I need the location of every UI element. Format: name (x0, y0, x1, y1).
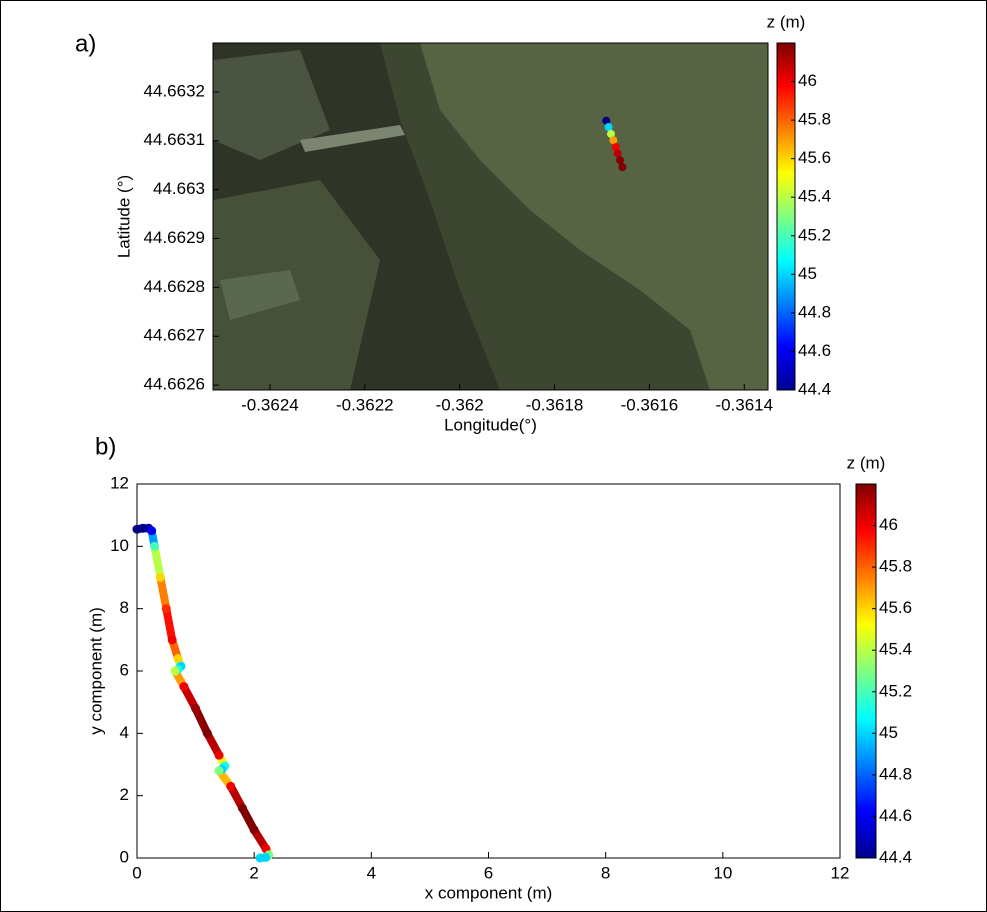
colorbar-label: z (m) (767, 12, 806, 31)
track-segment (156, 573, 171, 613)
colorbar-label: z (m) (847, 453, 886, 472)
y-tick-label: 2 (120, 785, 129, 804)
track-point (618, 163, 627, 172)
track-segment (191, 704, 212, 738)
satellite-image (213, 43, 768, 390)
colorbar-tick-label: 44.4 (879, 847, 912, 866)
track-point (255, 853, 265, 863)
x-tick-label: 10 (713, 863, 732, 882)
colorbar-tick-label: 45.8 (798, 110, 831, 129)
x-tick-label: -0.3614 (715, 395, 773, 414)
track-point (613, 149, 622, 158)
track-point (214, 750, 224, 760)
track-point (147, 526, 157, 536)
x-tick-label: 2 (249, 863, 258, 882)
colorbar-tick-label: 45.4 (798, 187, 831, 206)
y-axis-label: y component (m) (86, 607, 105, 735)
colorbar-tick-label: 45.6 (879, 598, 912, 617)
x-tick-label: 4 (367, 863, 376, 882)
x-tick-label: 6 (484, 863, 493, 882)
colorbar-tick-label: 45.2 (879, 681, 912, 700)
y-tick-label: 44.6627 (144, 326, 205, 345)
colorbar-tick-label: 45 (879, 723, 898, 742)
y-tick-label: 6 (120, 660, 129, 679)
x-tick-label: -0.3616 (621, 395, 679, 414)
colorbar (855, 483, 877, 859)
track-point (191, 703, 201, 713)
colorbar-tick-label: 44.8 (798, 302, 831, 321)
y-tick-label: 0 (120, 847, 129, 866)
panel-label: b) (95, 433, 116, 460)
y-tick-label: 8 (120, 598, 129, 617)
track-point (611, 143, 620, 152)
track-point (616, 156, 624, 165)
colorbar-tick-label: 44.8 (879, 764, 912, 783)
y-tick-label: 10 (110, 536, 129, 555)
x-tick-label: -0.3618 (526, 395, 584, 414)
track-point (237, 803, 247, 813)
track-point (155, 573, 165, 582)
colorbar-tick-label: 46 (798, 71, 817, 90)
colorbar-tick-label: 44.6 (879, 806, 912, 825)
track-point (173, 654, 183, 664)
track-point (150, 541, 160, 551)
x-tick-label: 12 (831, 863, 850, 882)
colorbar-tick-label: 46 (879, 515, 898, 534)
y-tick-label: 4 (120, 723, 129, 742)
colorbar-tick-label: 45.2 (798, 225, 831, 244)
y-tick-label: 44.6626 (144, 375, 205, 394)
y-tick-label: 44.6631 (144, 130, 205, 149)
colorbar-tick-label: 45 (798, 264, 817, 283)
axes-frame (212, 42, 769, 391)
track-point (161, 604, 171, 614)
x-tick-label: 8 (601, 863, 610, 882)
y-tick-label: 44.6629 (144, 228, 205, 247)
track-point (602, 116, 611, 125)
colorbar-tick-label: 44.4 (798, 379, 831, 398)
track-point (604, 123, 613, 132)
track-segment (162, 604, 177, 644)
track-point (606, 129, 615, 138)
colorbar-tick-label: 45.8 (879, 557, 912, 576)
x-tick-label: 0 (132, 863, 141, 882)
y-axis-label: Latitude (°) (114, 175, 133, 258)
colorbar-tick-label: 44.6 (798, 341, 831, 360)
track-point (179, 682, 189, 692)
panel-label: a) (75, 30, 96, 57)
x-tick-label: -0.3624 (241, 395, 299, 414)
track-point (170, 666, 180, 676)
colorbar-tick-label: 45.6 (798, 148, 831, 167)
track-point (202, 728, 212, 738)
colorbar (776, 42, 796, 391)
track-segment (150, 542, 165, 582)
track-point (214, 766, 224, 776)
y-tick-label: 44.6632 (144, 81, 205, 100)
x-tick-label: -0.362 (436, 395, 484, 414)
y-tick-label: 44.6628 (144, 277, 205, 296)
track-point (609, 136, 618, 145)
x-axis-label: Longitude(°) (444, 415, 537, 434)
track-point (226, 781, 236, 791)
track-point (249, 825, 259, 835)
colorbar-tick-label: 45.4 (879, 640, 912, 659)
x-axis-label: x component (m) (425, 883, 553, 902)
track-point (167, 635, 177, 645)
y-tick-label: 12 (110, 473, 129, 492)
y-tick-label: 44.663 (153, 179, 205, 198)
x-tick-label: -0.3622 (336, 395, 394, 414)
